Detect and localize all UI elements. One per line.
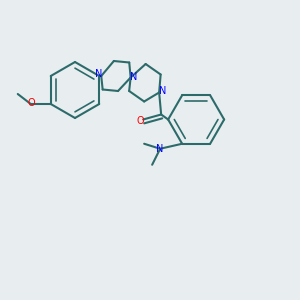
Text: N: N xyxy=(130,71,137,82)
Text: O: O xyxy=(28,98,36,108)
Text: O: O xyxy=(136,116,144,125)
Text: N: N xyxy=(157,144,164,154)
Text: N: N xyxy=(94,69,102,79)
Text: N: N xyxy=(160,85,167,95)
